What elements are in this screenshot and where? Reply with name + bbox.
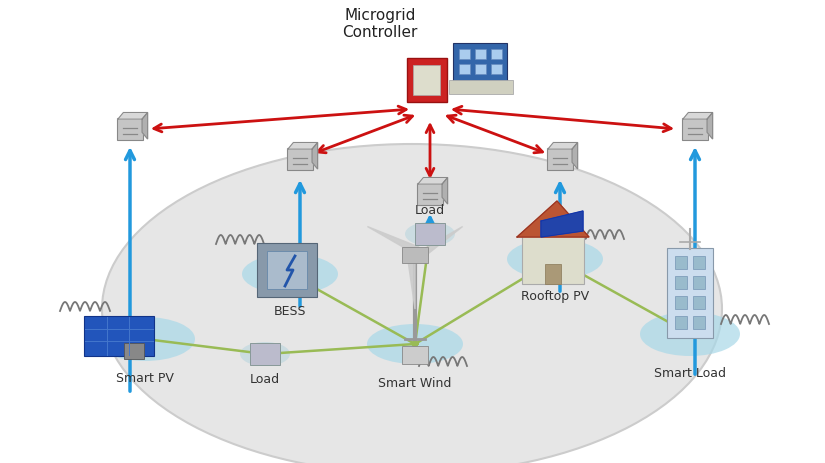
FancyBboxPatch shape [402, 247, 428, 263]
FancyBboxPatch shape [491, 50, 502, 60]
Polygon shape [418, 178, 448, 185]
FancyBboxPatch shape [407, 59, 447, 103]
FancyBboxPatch shape [475, 65, 486, 75]
Polygon shape [517, 201, 589, 238]
Polygon shape [142, 113, 148, 140]
FancyBboxPatch shape [453, 44, 507, 84]
FancyBboxPatch shape [124, 343, 144, 359]
FancyBboxPatch shape [491, 65, 502, 75]
Polygon shape [551, 255, 559, 264]
FancyBboxPatch shape [667, 249, 713, 338]
Polygon shape [312, 143, 318, 169]
Polygon shape [411, 339, 419, 349]
Polygon shape [411, 339, 419, 349]
Text: BESS: BESS [274, 304, 306, 317]
Polygon shape [572, 143, 577, 169]
Ellipse shape [240, 342, 290, 366]
FancyBboxPatch shape [413, 66, 440, 96]
FancyBboxPatch shape [287, 149, 314, 170]
Ellipse shape [405, 223, 455, 246]
Polygon shape [541, 212, 583, 238]
Polygon shape [415, 227, 463, 262]
FancyBboxPatch shape [402, 346, 428, 364]
Ellipse shape [95, 317, 195, 361]
Text: Smart Wind: Smart Wind [379, 376, 452, 389]
Text: Microgrid
Controller: Microgrid Controller [342, 8, 417, 40]
FancyBboxPatch shape [545, 264, 561, 284]
Text: Load: Load [415, 204, 445, 217]
Ellipse shape [242, 255, 338, 294]
FancyBboxPatch shape [522, 237, 584, 284]
FancyBboxPatch shape [257, 244, 317, 297]
FancyBboxPatch shape [682, 119, 708, 141]
FancyBboxPatch shape [547, 149, 573, 170]
FancyBboxPatch shape [675, 257, 687, 269]
FancyBboxPatch shape [459, 50, 470, 60]
Polygon shape [118, 113, 148, 120]
FancyBboxPatch shape [84, 316, 154, 356]
Polygon shape [286, 269, 294, 279]
Polygon shape [548, 143, 578, 150]
FancyBboxPatch shape [693, 316, 705, 329]
Ellipse shape [507, 239, 603, 279]
Ellipse shape [640, 313, 740, 356]
FancyBboxPatch shape [250, 343, 280, 365]
Polygon shape [288, 143, 318, 150]
Polygon shape [411, 339, 419, 349]
Polygon shape [686, 329, 694, 339]
Polygon shape [551, 255, 559, 264]
Polygon shape [411, 339, 419, 349]
FancyBboxPatch shape [267, 251, 307, 289]
FancyBboxPatch shape [415, 224, 445, 245]
FancyBboxPatch shape [693, 276, 705, 289]
Circle shape [410, 250, 420, 259]
FancyBboxPatch shape [459, 65, 470, 75]
Polygon shape [261, 349, 269, 359]
FancyBboxPatch shape [449, 81, 513, 95]
Polygon shape [683, 113, 713, 120]
Text: Smart Load: Smart Load [654, 366, 726, 379]
Text: Rooftop PV: Rooftop PV [521, 289, 589, 302]
Text: Smart PV: Smart PV [116, 371, 174, 384]
Polygon shape [407, 255, 415, 309]
Polygon shape [367, 227, 419, 255]
FancyBboxPatch shape [675, 296, 687, 309]
FancyBboxPatch shape [675, 316, 687, 329]
Text: Load: Load [250, 372, 280, 385]
Polygon shape [426, 230, 434, 239]
Polygon shape [141, 334, 149, 344]
Ellipse shape [102, 144, 722, 463]
Polygon shape [707, 113, 713, 140]
Ellipse shape [367, 324, 463, 364]
Polygon shape [442, 178, 448, 205]
Polygon shape [261, 349, 269, 359]
FancyBboxPatch shape [693, 296, 705, 309]
FancyBboxPatch shape [417, 184, 443, 206]
FancyBboxPatch shape [117, 119, 143, 141]
FancyBboxPatch shape [693, 257, 705, 269]
FancyBboxPatch shape [675, 276, 687, 289]
FancyBboxPatch shape [475, 50, 486, 60]
